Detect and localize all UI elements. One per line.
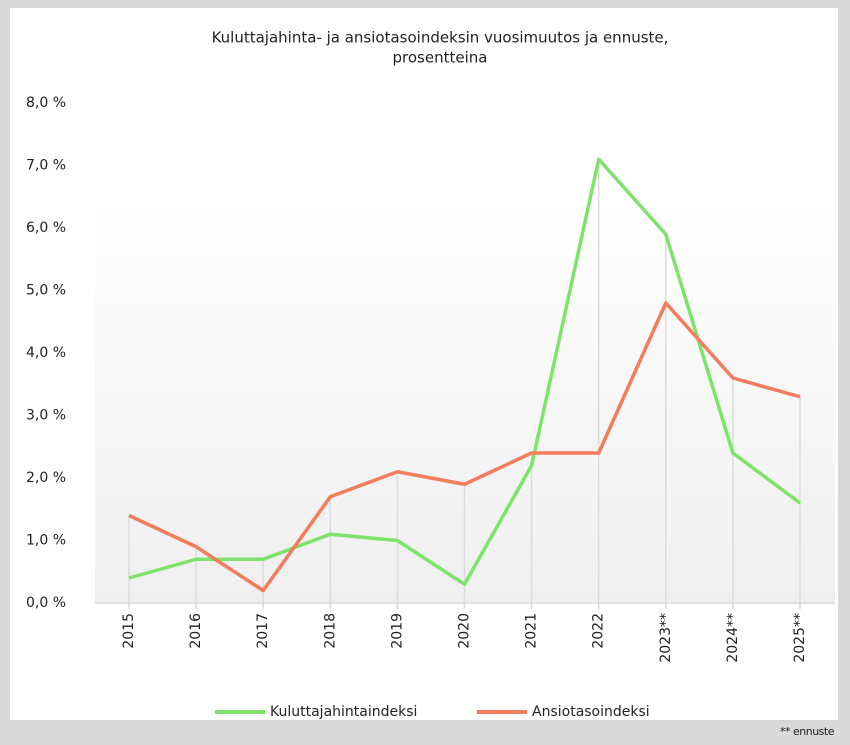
series-line: [128, 301, 801, 593]
legend-label: Ansiotasoindeksi: [532, 704, 650, 720]
legend-label: Kuluttajahintaindeksi: [270, 704, 417, 720]
y-tick-label: 4,0 %: [26, 345, 66, 361]
y-tick-label: 1,0 %: [26, 533, 66, 549]
series-line: [128, 157, 802, 586]
x-tick-label: 2017: [255, 613, 271, 649]
x-tick-label: 2018: [322, 613, 338, 649]
x-tick-label: 2023**: [658, 613, 674, 663]
x-tick-label: 2022: [591, 613, 607, 649]
x-tick-label: 2015: [121, 613, 137, 649]
y-tick-label: 0,0 %: [26, 595, 66, 611]
chart-title: Kuluttajahinta- ja ansiotasoindeksin vuo…: [212, 29, 669, 47]
x-tick-label: 2025**: [792, 613, 808, 663]
x-tick-label: 2019: [389, 613, 405, 649]
x-tick-label: 2024**: [725, 613, 741, 663]
footnote: ** ennuste: [780, 725, 835, 738]
y-tick-label: 6,0 %: [26, 220, 66, 236]
y-tick-label: 3,0 %: [26, 408, 66, 424]
x-tick-label: 2020: [457, 613, 473, 649]
y-tick-label: 2,0 %: [26, 470, 66, 486]
y-tick-label: 5,0 %: [26, 283, 66, 299]
x-tick-label: 2021: [524, 613, 540, 649]
chart-title: prosentteina: [393, 49, 488, 67]
y-tick-label: 8,0 %: [26, 95, 66, 111]
y-tick-label: 7,0 %: [26, 158, 66, 174]
x-tick-label: 2016: [188, 613, 204, 649]
